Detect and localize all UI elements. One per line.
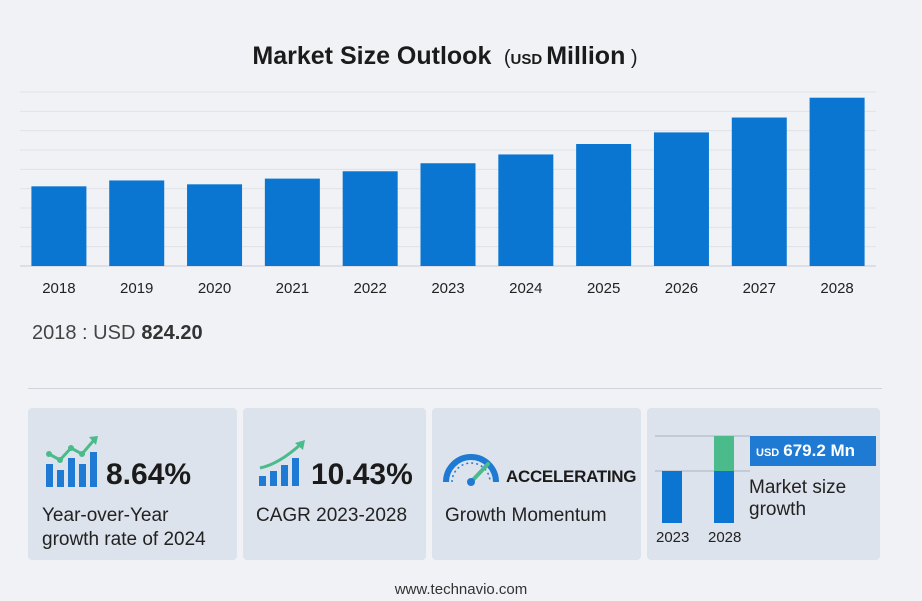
x-tick-label-2025: 2025	[587, 280, 620, 297]
growth-badge-value: 679.2 Mn	[783, 441, 856, 460]
bar-2028	[809, 97, 865, 266]
bar-2027	[731, 117, 787, 267]
growth-label-line1: Market size	[749, 477, 847, 498]
chart-title: Market Size Outlook (USD Million )	[0, 42, 890, 71]
yoy-label-line2: growth rate of 2024	[42, 529, 206, 550]
mini-year-end: 2028	[708, 529, 742, 546]
growth-badge: USD 679.2 Mn	[750, 436, 876, 466]
mini-year-start: 2023	[656, 529, 690, 546]
mini-bar-2023	[662, 471, 682, 523]
chart-title-text: Market Size Outlook	[252, 42, 492, 70]
growth-momentum-card: ACCELERATING Growth Momentum	[432, 408, 641, 560]
x-tick-label-2026: 2026	[665, 280, 698, 297]
rising-bars-icon	[259, 440, 305, 486]
bar-chart: 2018 2019 2020 2021 2022 2023 2024 2025 2026 2027…	[20, 91, 876, 297]
x-tick-label-2018: 2018	[42, 280, 75, 297]
base-year-label: 2018 : USD	[32, 322, 136, 344]
bar-2025	[576, 144, 632, 266]
x-tick-label-2021: 2021	[276, 280, 309, 297]
footer-url: www.technavio.com	[394, 581, 528, 598]
base-year-value: 2018 : USD 824.20	[32, 322, 203, 345]
bar-2018	[31, 186, 87, 266]
x-tick-label-2023: 2023	[431, 280, 464, 297]
x-tick-label-2019: 2019	[120, 280, 153, 297]
bar-2019	[109, 180, 165, 266]
cagr-value: 10.43%	[311, 458, 413, 491]
yoy-growth-card: 8.64% Year-over-Year growth rate of 2024	[28, 408, 237, 560]
momentum-label: Growth Momentum	[445, 505, 607, 526]
x-tick-label-2027: 2027	[743, 280, 776, 297]
market-growth-card: 2023 2028 USD 679.2 Mn Market size growth	[647, 408, 880, 560]
bar-2026	[653, 132, 709, 266]
title-unit-suffix: Million	[546, 42, 626, 70]
yoy-value: 8.64%	[106, 458, 192, 491]
base-year-number: 824.20	[141, 322, 203, 344]
title-open-paren: (	[498, 47, 511, 69]
cagr-card: 10.43% CAGR 2023-2028	[243, 408, 426, 560]
bar-2024	[498, 154, 554, 266]
growth-badge-prefix: USD	[756, 447, 780, 459]
growth-label-line2: growth	[749, 499, 807, 520]
x-tick-label-2024: 2024	[509, 280, 542, 297]
bar-line-chart-icon	[46, 436, 98, 487]
section-divider	[28, 388, 882, 389]
title-close-paren: )	[625, 47, 638, 69]
cagr-label: CAGR 2023-2028	[256, 505, 408, 526]
title-unit-prefix: USD	[510, 51, 543, 68]
yoy-label-line1: Year-over-Year	[42, 505, 169, 526]
x-tick-label-2022: 2022	[353, 280, 386, 297]
bar-2021	[264, 178, 320, 266]
mini-bar-2028-base	[714, 471, 734, 523]
momentum-status: ACCELERATING	[506, 467, 637, 486]
mini-bar-2028-growth	[714, 436, 734, 471]
bar-2020	[187, 184, 243, 266]
bar-2022	[342, 171, 398, 266]
mini-growth-chart	[655, 435, 750, 523]
x-tick-label-2020: 2020	[198, 280, 231, 297]
speedometer-icon	[443, 454, 499, 486]
x-tick-label-2028: 2028	[820, 280, 853, 297]
bar-2023	[420, 163, 476, 266]
